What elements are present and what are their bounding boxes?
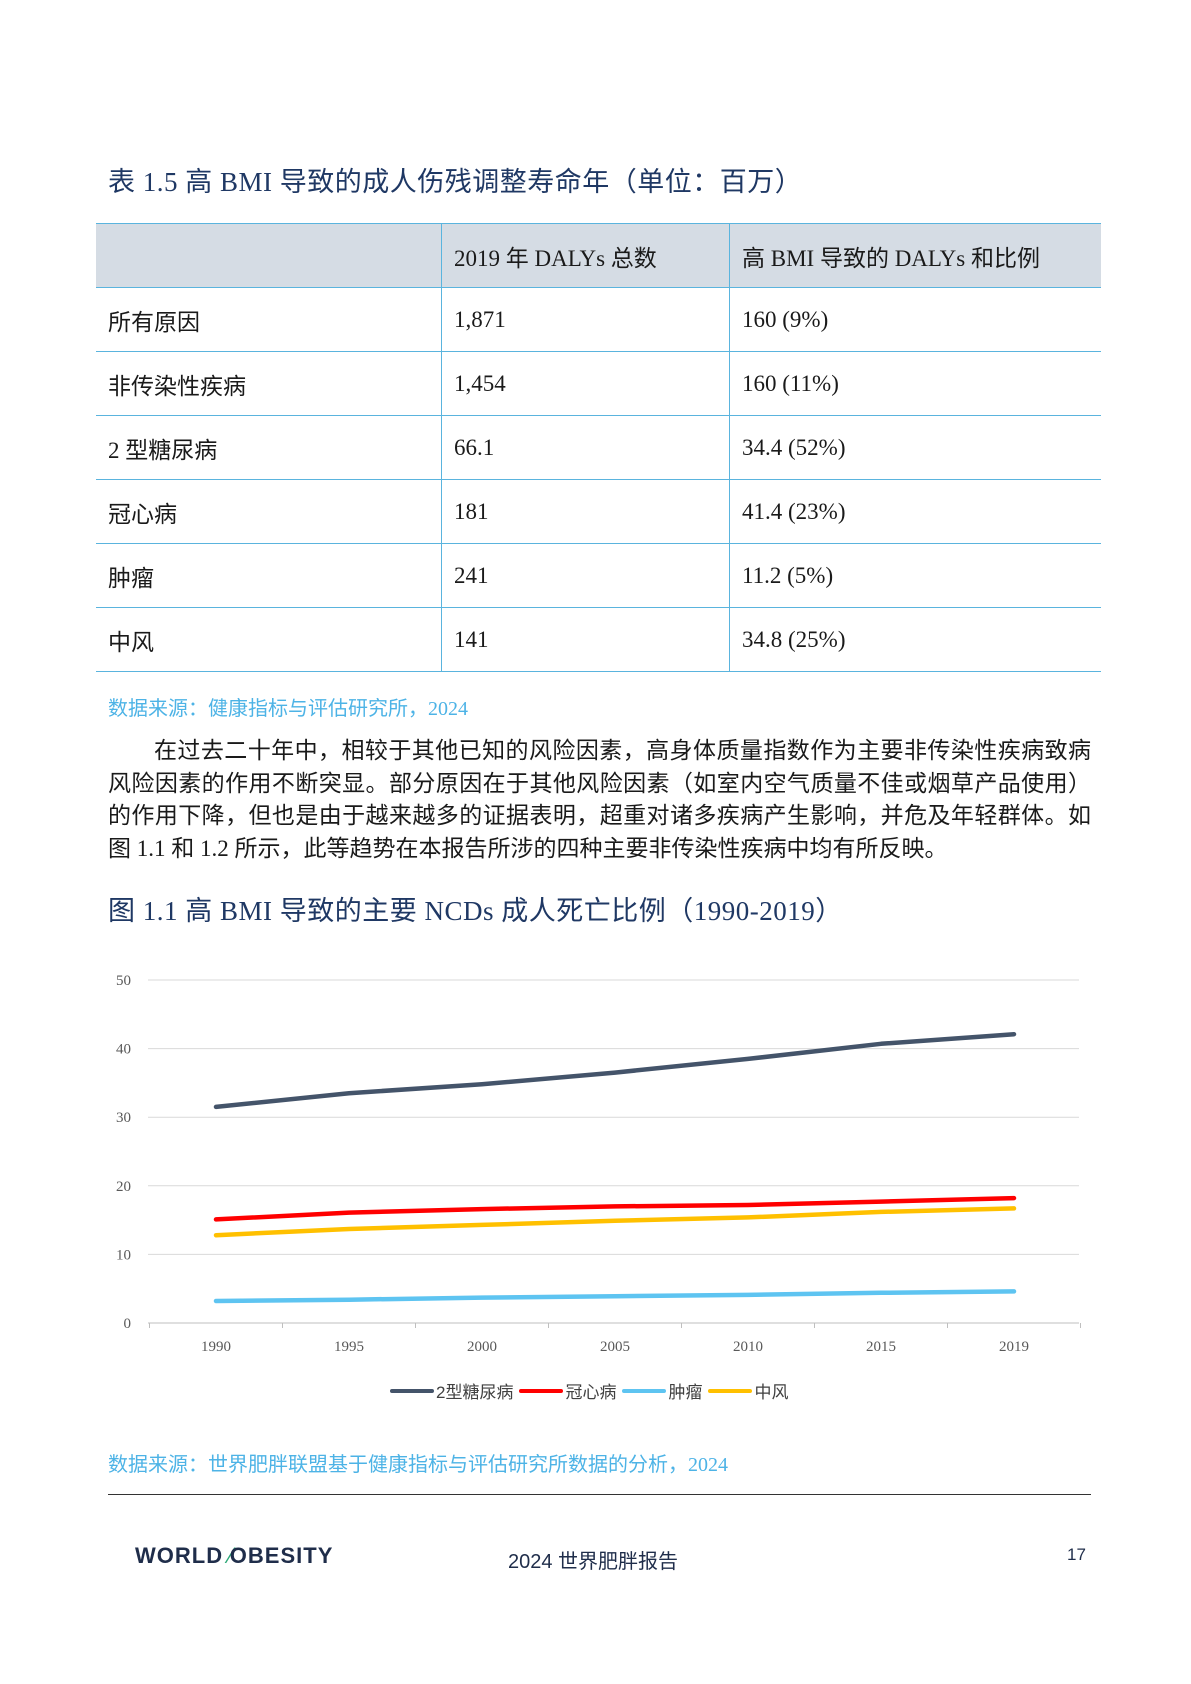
- table-row: 所有原因 1,871 160 (9%): [96, 287, 1101, 352]
- series-line-2: [213, 1195, 1017, 1222]
- figure-title: 图 1.1 高 BMI 导致的主要 NCDs 成人死亡比例（1990-2019）: [108, 896, 843, 926]
- legend-label: 中风: [754, 1383, 789, 1402]
- table-cell: 41.4 (23%): [729, 479, 1101, 544]
- legend-label: 2型糖尿病: [436, 1383, 514, 1402]
- x-tick-label: 1990: [201, 1339, 231, 1355]
- x-tick-label: 2000: [467, 1339, 497, 1355]
- table-cell: 冠心病: [96, 479, 442, 544]
- table-cell: 181: [441, 479, 730, 544]
- body-paragraph: 在过去二十年中，相较于其他已知的风险因素，高身体质量指数作为主要非传染性疾病致病…: [108, 738, 1091, 861]
- footer-divider: [108, 1494, 1091, 1495]
- table-cell: 66.1: [441, 415, 730, 480]
- table-cell: 2 型糖尿病: [96, 415, 442, 480]
- table-row: 中风 141 34.8 (25%): [96, 607, 1101, 672]
- figure-source-note: 数据来源：世界肥胖联盟基于健康指标与评估研究所数据的分析，2024: [108, 1454, 728, 1476]
- table-cell: 160 (9%): [729, 287, 1101, 352]
- line-chart: 0 10 20 30 40 50 1990 1995 2000 2005 2010 2015 2019: [116, 973, 1081, 1355]
- table-cell: 1,871: [441, 287, 730, 352]
- table-row: 肿瘤 241 11.2 (5%): [96, 543, 1101, 608]
- table-header-cell: 高 BMI 导致的 DALYs 和比例: [729, 223, 1101, 288]
- table-cell: 11.2 (5%): [729, 543, 1101, 608]
- series-line-3: [213, 1289, 1017, 1304]
- table-header-row: 2019 年 DALYs 总数 高 BMI 导致的 DALYs 和比例: [96, 223, 1101, 288]
- x-tick-label: 2019: [999, 1339, 1029, 1355]
- y-tick-label: 20: [116, 1179, 131, 1195]
- y-tick-label: 40: [116, 1042, 131, 1058]
- legend-item: 肿瘤: [622, 1378, 702, 1403]
- series-line-4: [213, 1206, 1017, 1238]
- legend-swatch: [622, 1388, 667, 1393]
- page-number: 17: [1067, 1545, 1086, 1564]
- x-tick-label: 2005: [600, 1339, 630, 1355]
- table-cell: 241: [441, 543, 730, 608]
- table-header-cell: [96, 223, 442, 288]
- table-cell: 160 (11%): [729, 351, 1101, 416]
- y-tick-label: 0: [124, 1316, 132, 1332]
- table-cell: 肿瘤: [96, 543, 442, 608]
- x-tick-label: 1995: [334, 1339, 364, 1355]
- table-row: 非传染性疾病 1,454 160 (11%): [96, 351, 1101, 416]
- x-tick-label: 2015: [866, 1339, 896, 1355]
- table-row: 2 型糖尿病 66.1 34.4 (52%): [96, 415, 1101, 480]
- table-row: 冠心病 181 41.4 (23%): [96, 479, 1101, 544]
- y-tick-label: 10: [116, 1247, 131, 1263]
- dalys-table: 2019 年 DALYs 总数 高 BMI 导致的 DALYs 和比例 所有原因…: [96, 223, 1101, 672]
- table-cell: 141: [441, 607, 730, 672]
- chart-legend: 2型糖尿病 冠心病 肿瘤 中风: [390, 1378, 794, 1403]
- table-cell: 34.4 (52%): [729, 415, 1101, 480]
- table-cell: 中风: [96, 607, 442, 672]
- y-tick-label: 30: [116, 1110, 131, 1126]
- legend-label: 冠心病: [565, 1383, 617, 1402]
- y-tick-label: 50: [116, 973, 131, 989]
- legend-swatch: [519, 1388, 564, 1393]
- legend-item: 中风: [708, 1378, 788, 1403]
- table-title: 表 1.5 高 BMI 导致的成人伤残调整寿命年（单位：百万）: [108, 167, 803, 197]
- table-cell: 1,454: [441, 351, 730, 416]
- legend-item: 2型糖尿病: [390, 1378, 513, 1403]
- legend-item: 冠心病: [519, 1378, 616, 1403]
- x-tick-label: 2010: [733, 1339, 763, 1355]
- table-header-cell: 2019 年 DALYs 总数: [441, 223, 730, 288]
- legend-swatch: [708, 1388, 753, 1393]
- legend-swatch: [390, 1388, 434, 1393]
- table-source-note: 数据来源：健康指标与评估研究所，2024: [108, 698, 468, 720]
- table-cell: 所有原因: [96, 287, 442, 352]
- series-line-1: [213, 1031, 1017, 1110]
- report-name: 2024 世界肥胖报告: [508, 1551, 679, 1573]
- legend-label: 肿瘤: [668, 1383, 703, 1402]
- table-cell: 非传染性疾病: [96, 351, 442, 416]
- table-cell: 34.8 (25%): [729, 607, 1101, 672]
- world-obesity-logo: W O RLD ⁄ O BESITY: [135, 1543, 334, 1568]
